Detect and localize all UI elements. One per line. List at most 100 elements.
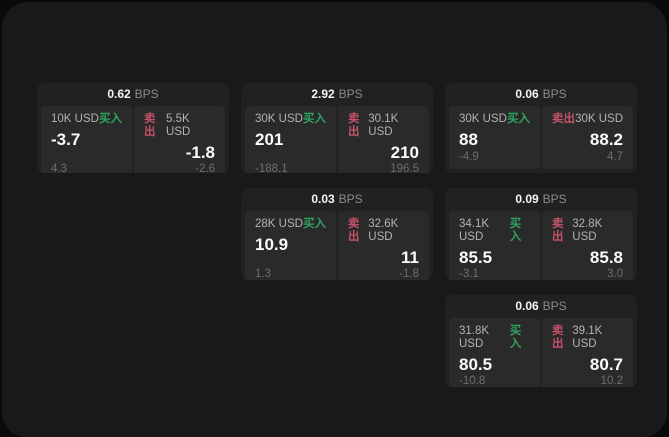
- card-header: 0.03 BPS: [241, 188, 433, 210]
- sell-label: 卖出: [552, 218, 564, 243]
- buy-size: 10K USD: [51, 113, 99, 125]
- buy-panel-header: 10K USD 买入: [51, 113, 122, 126]
- sell-size: 5.5K USD: [166, 113, 191, 138]
- sell-panel-header: 卖出 32.6K USD: [348, 218, 419, 244]
- card-header: 0.06 BPS: [445, 295, 637, 317]
- card-body: 10K USD 买入 -3.7 4.3 卖出 5.5K USD -1.8 -2.…: [41, 106, 225, 173]
- quote-card: 0.09 BPS 34.1K USD 买入 85.5 -3.1 卖出 32.8K…: [445, 188, 637, 280]
- buy-price: 80.5: [459, 355, 493, 374]
- bps-value: 0.03: [311, 192, 335, 206]
- sell-panel-header: 卖出 39.1K USD: [552, 325, 623, 351]
- sell-price: 210: [390, 143, 419, 162]
- sell-panel-header: 卖出 30.1K USD: [348, 113, 419, 139]
- bps-unit: BPS: [134, 87, 159, 101]
- buy-label: 买入: [99, 113, 122, 125]
- sell-size: 32.6K USD: [368, 218, 399, 243]
- sell-panel-header: 卖出 5.5K USD: [144, 113, 215, 139]
- bps-value: 0.62: [107, 87, 131, 101]
- quote-card-grid: 0.62 BPS 10K USD 买入 -3.7 4.3 卖出 5.5K USD: [37, 83, 637, 387]
- buy-size: 34.1K USD: [459, 218, 490, 243]
- card-body: 34.1K USD 买入 85.5 -3.1 卖出 32.8K USD 85.8…: [449, 211, 633, 280]
- sell-price: -1.8: [185, 143, 215, 162]
- card-header: 0.09 BPS: [445, 188, 637, 210]
- bps-unit: BPS: [542, 87, 567, 101]
- buy-panel[interactable]: 10K USD 买入 -3.7 4.3: [41, 106, 132, 173]
- buy-panel[interactable]: 28K USD 买入 10.9 1.3: [245, 211, 336, 280]
- buy-price: 201: [255, 130, 284, 149]
- sell-price: 88.2: [589, 130, 623, 149]
- buy-panel-header: 31.8K USD 买入: [459, 325, 530, 351]
- bps-value: 0.06: [515, 87, 539, 101]
- buy-panel[interactable]: 31.8K USD 买入 80.5 -10.8: [449, 318, 540, 387]
- buy-panel-header: 28K USD 买入: [255, 218, 326, 231]
- sell-panel[interactable]: 卖出 5.5K USD -1.8 -2.6: [134, 106, 225, 173]
- bps-unit: BPS: [542, 192, 567, 206]
- buy-label: 买入: [303, 218, 326, 230]
- sell-delta: -2.6: [195, 163, 215, 173]
- sell-size: 30.1K USD: [368, 113, 399, 138]
- sell-panel-header: 卖出 32.8K USD: [552, 218, 623, 244]
- sell-price: 11: [401, 248, 419, 267]
- buy-panel-header: 30K USD 买入: [459, 113, 530, 126]
- buy-panel[interactable]: 30K USD 买入 88 -4.9: [449, 106, 540, 169]
- card-body: 31.8K USD 买入 80.5 -10.8 卖出 39.1K USD 80.…: [449, 318, 633, 387]
- card-header: 2.92 BPS: [241, 83, 433, 105]
- sell-label: 卖出: [552, 113, 575, 125]
- buy-delta: -188.1: [255, 163, 288, 173]
- buy-label: 买入: [509, 325, 522, 350]
- card-header: 0.06 BPS: [445, 83, 637, 105]
- buy-label: 买入: [509, 218, 522, 243]
- sell-delta: -1.8: [399, 268, 419, 280]
- sell-panel[interactable]: 卖出 30.1K USD 210 196.5: [338, 106, 429, 173]
- sell-panel[interactable]: 卖出 32.6K USD 11 -1.8: [338, 211, 429, 280]
- buy-label: 买入: [507, 113, 530, 125]
- sell-delta: 4.7: [607, 151, 623, 163]
- card-body: 28K USD 买入 10.9 1.3 卖出 32.6K USD 11 -1.8: [245, 211, 429, 280]
- quote-card: 0.62 BPS 10K USD 买入 -3.7 4.3 卖出 5.5K USD: [37, 83, 229, 173]
- buy-delta: 1.3: [255, 268, 271, 280]
- buy-price: -3.7: [51, 130, 81, 149]
- sell-size: 39.1K USD: [572, 325, 603, 350]
- sell-delta: 10.2: [600, 375, 623, 387]
- sell-label: 卖出: [348, 218, 360, 243]
- sell-panel[interactable]: 卖出 32.8K USD 85.8 3.0: [542, 211, 633, 280]
- buy-delta: -4.9: [459, 151, 479, 163]
- bps-value: 0.09: [515, 192, 539, 206]
- bps-unit: BPS: [338, 87, 363, 101]
- buy-panel-header: 34.1K USD 买入: [459, 218, 530, 244]
- buy-panel[interactable]: 34.1K USD 买入 85.5 -3.1: [449, 211, 540, 280]
- sell-panel-header: 卖出 30K USD: [552, 113, 623, 126]
- sell-size: 30K USD: [575, 113, 623, 125]
- card-header: 0.62 BPS: [37, 83, 229, 105]
- sell-price: 80.7: [589, 355, 623, 374]
- buy-delta: 4.3: [51, 163, 67, 173]
- buy-label: 买入: [303, 113, 326, 125]
- sell-delta: 196.5: [390, 163, 419, 173]
- buy-size: 30K USD: [459, 113, 507, 125]
- buy-price: 88: [459, 130, 478, 149]
- quote-card: 0.06 BPS 31.8K USD 买入 80.5 -10.8 卖出 39.1…: [445, 295, 637, 387]
- buy-price: 10.9: [255, 235, 289, 254]
- buy-delta: -3.1: [459, 268, 479, 280]
- sell-panel[interactable]: 卖出 30K USD 88.2 4.7: [542, 106, 633, 169]
- buy-size: 31.8K USD: [459, 325, 490, 350]
- sell-panel[interactable]: 卖出 39.1K USD 80.7 10.2: [542, 318, 633, 387]
- buy-price: 85.5: [459, 248, 493, 267]
- quote-card: 0.03 BPS 28K USD 买入 10.9 1.3 卖出 32.6K US…: [241, 188, 433, 280]
- buy-delta: -10.8: [459, 375, 486, 387]
- buy-panel[interactable]: 30K USD 买入 201 -188.1: [245, 106, 336, 173]
- sell-label: 卖出: [144, 113, 156, 138]
- buy-size: 30K USD: [255, 113, 303, 125]
- quote-card: 2.92 BPS 30K USD 买入 201 -188.1 卖出 30.1K …: [241, 83, 433, 173]
- sell-label: 卖出: [552, 325, 564, 350]
- card-body: 30K USD 买入 88 -4.9 卖出 30K USD 88.2 4.7: [449, 106, 633, 169]
- card-body: 30K USD 买入 201 -188.1 卖出 30.1K USD 210 1…: [245, 106, 429, 173]
- buy-panel-header: 30K USD 买入: [255, 113, 326, 126]
- sell-size: 32.8K USD: [572, 218, 603, 243]
- bps-unit: BPS: [542, 299, 567, 313]
- sell-delta: 3.0: [607, 268, 623, 280]
- quote-card: 0.06 BPS 30K USD 买入 88 -4.9 卖出 30K USD: [445, 83, 637, 173]
- buy-size: 28K USD: [255, 218, 303, 230]
- bps-unit: BPS: [338, 192, 363, 206]
